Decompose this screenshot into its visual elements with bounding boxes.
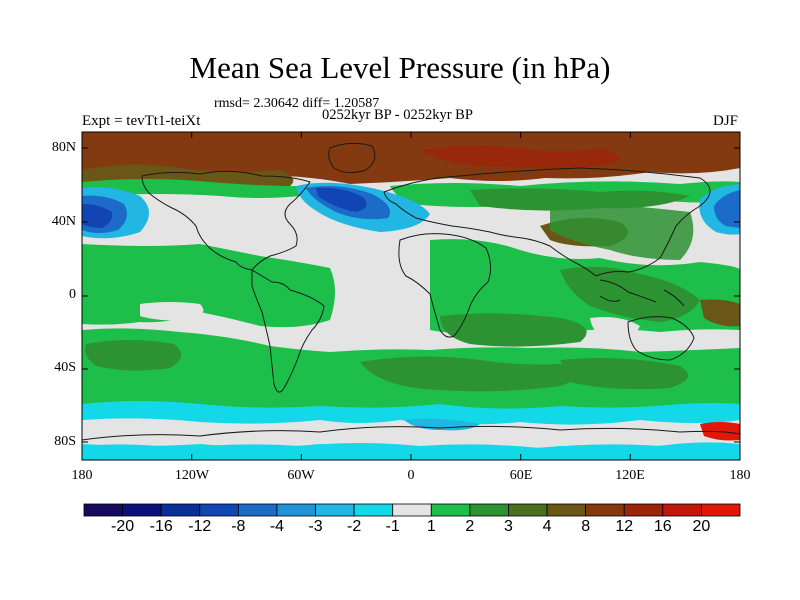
colorbar-swatch (585, 503, 625, 517)
field-indian-south-dark-green (440, 313, 587, 347)
colorbar-label: 8 (581, 518, 591, 535)
x-tick-label: 60W (287, 468, 315, 483)
antarctica-outline (82, 425, 740, 441)
coastlines (82, 142, 740, 441)
colorbar-swatch (83, 503, 123, 517)
field-pacific-low-core-west (82, 204, 113, 228)
field-south-atlantic-high (360, 356, 580, 392)
y-tick-label: 80S (54, 434, 76, 449)
colorbar-swatch (430, 503, 471, 517)
colorbar-swatch (160, 503, 201, 517)
x-tick-label: 0 (407, 468, 415, 483)
colorbar-label: -3 (308, 518, 323, 535)
south-america-outline (251, 269, 325, 393)
colorbar-swatch (199, 503, 239, 517)
colorbar-label: 20 (692, 518, 711, 535)
colorbar-label: -20 (111, 518, 135, 535)
field-arctic-peak (420, 145, 620, 168)
field-west-pacific-high (700, 299, 740, 327)
field-antarctic-edge (82, 444, 740, 460)
colorbar-swatch (122, 503, 162, 517)
colorbar-swatch (237, 503, 278, 517)
x-tick-label: 120E (615, 468, 645, 483)
x-tick-label: 180 (71, 468, 93, 483)
africa-outline (398, 233, 492, 338)
field-asia-green (550, 200, 694, 260)
field-pacific-low-east (714, 190, 740, 228)
y-tick-label: 0 (69, 287, 76, 302)
x-tick-label: 120W (174, 468, 210, 483)
australia-outline (627, 316, 695, 361)
y-tick-label: 40N (51, 214, 76, 229)
colorbar-label: -16 (149, 518, 173, 535)
colorbar-label: -8 (231, 518, 246, 535)
colorbar-label: 16 (653, 518, 672, 535)
y-tick-label: 40S (54, 360, 76, 375)
field-arctic-high (82, 132, 740, 184)
colorbar-label: -1 (385, 518, 400, 535)
axis-ticks (81, 132, 741, 460)
experiment-label: Expt = tevTt1-teiXt (82, 113, 201, 129)
field-eurasia-dark-green (470, 188, 690, 211)
colorbar-swatch (546, 503, 587, 517)
north-america-outline (141, 170, 311, 271)
colorbar-label: 4 (542, 518, 552, 535)
field-north-pacific-green (82, 179, 300, 198)
field-maritime-dark-green (560, 266, 700, 322)
field-south-indian-high (560, 358, 688, 390)
colorbar-swatch (662, 503, 702, 517)
colorbar-label: -4 (269, 518, 285, 535)
colorbar-swatch (353, 503, 394, 517)
islands-outline (599, 279, 685, 307)
colorbar-swatch (701, 503, 741, 517)
map-field (82, 132, 740, 460)
x-tick-label: 60E (509, 468, 533, 483)
field-indian-neutral-patch (590, 317, 640, 340)
y-tick-label: 80N (51, 140, 76, 155)
colorbar-swatch (392, 503, 432, 517)
colorbar (83, 503, 741, 517)
rmsd-diff-stats: rmsd= 2.30642 diff= 1.20587 (214, 96, 380, 111)
colorbar-swatch (623, 503, 664, 517)
time-period: 0252kyr BP - 0252kyr BP (322, 107, 473, 123)
colorbar-swatch (315, 503, 355, 517)
x-tick-label: 180 (729, 468, 751, 483)
season-label: DJF (713, 113, 739, 129)
field-atlantic-low-core (316, 187, 367, 212)
colorbar-label: -12 (188, 518, 212, 535)
field-south-pacific-high-west (85, 340, 182, 371)
colorbar-label: 2 (465, 518, 475, 535)
eurasia-outline (383, 167, 711, 277)
colorbar-label: 1 (426, 518, 436, 535)
colorbar-swatch (469, 503, 509, 517)
colorbar-swatch (276, 503, 316, 517)
field-antarctic-neutral (82, 418, 740, 448)
colorbar-label: -2 (346, 518, 362, 535)
colorbar-swatch (508, 503, 548, 517)
field-pacific-neutral-patch (140, 302, 204, 321)
map-title: Mean Sea Level Pressure (in hPa) (189, 50, 611, 85)
colorbar-label: 3 (504, 518, 513, 535)
colorbar-label: 12 (615, 518, 634, 535)
greenland-outline (328, 142, 376, 174)
